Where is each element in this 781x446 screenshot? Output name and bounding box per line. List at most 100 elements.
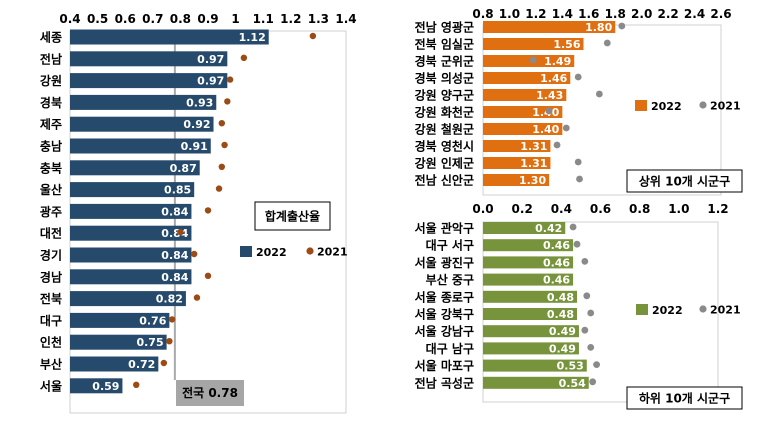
dot-2021	[574, 158, 582, 166]
x-tick-label: 0.6	[115, 12, 136, 26]
bar-2022	[483, 325, 579, 338]
category-label: 경북 군위군	[415, 55, 474, 69]
bar-2022	[70, 116, 214, 132]
bar-value-label: 1.80	[585, 21, 612, 34]
category-label: 서울 광진구	[415, 255, 474, 270]
x-tick-label: 0.8	[472, 7, 493, 21]
dot-2021	[593, 361, 600, 368]
x-tick-label: 1.0	[668, 202, 689, 216]
category-label: 강원	[40, 74, 62, 88]
legend-marker-2021	[699, 101, 707, 109]
bar-2022	[483, 273, 574, 286]
dot-2021	[191, 250, 198, 258]
bar-2022	[483, 89, 567, 101]
annotation-box	[626, 386, 743, 410]
bar-value-label: 1.43	[536, 89, 563, 102]
dot-2021	[160, 359, 168, 367]
x-tick-label: 0.7	[142, 12, 163, 26]
bar-2022	[483, 342, 579, 355]
dot-2021	[221, 141, 228, 149]
x-tick-label: 2.0	[631, 7, 652, 21]
category-label: 인천	[40, 335, 62, 350]
bar-value-label: 0.72	[128, 358, 155, 371]
legend-label-2022: 2022	[256, 246, 287, 259]
bar-value-label: 0.48	[547, 308, 574, 321]
dot-2021	[309, 32, 317, 40]
chart-top10-districts: 0.8 1.0 1.2 1.4 1.6 1.8 2.0 2.2 2.4 2.6 전남 영광군 1.80…	[415, 7, 743, 196]
dot-2021	[583, 292, 591, 300]
dot-2021	[618, 22, 626, 30]
bar-2022	[483, 72, 571, 84]
bar-value-label: 0.49	[549, 325, 576, 338]
x-tick-label: 0.9	[197, 12, 218, 26]
x-tick-label: 2.2	[657, 7, 678, 21]
x-tick-label: 0.4	[551, 202, 572, 216]
dot-2021	[133, 381, 140, 388]
bar-value-label: 1.30	[519, 174, 546, 187]
x-tick-label: 0.8	[629, 202, 650, 216]
bar-value-label: 0.85	[164, 184, 191, 197]
category-label: 전북 임실군	[415, 37, 474, 52]
bar-value-label: 0.84	[161, 227, 188, 240]
bar-2022	[483, 140, 551, 152]
dot-2021	[573, 240, 581, 248]
bar-2022	[70, 203, 192, 219]
category-label: 서울 종로구	[415, 289, 474, 304]
bar-2022	[483, 222, 566, 234]
bar-value-label: 1.46	[540, 72, 567, 85]
bar-2022	[70, 247, 192, 263]
category-label: 제주	[40, 118, 62, 132]
category-label: 경북	[40, 96, 62, 110]
dot-2021	[545, 107, 553, 115]
bar-2022	[70, 378, 123, 394]
bar-2022	[483, 106, 563, 118]
bar-value-label: 0.75	[136, 336, 163, 349]
bar-2022	[70, 312, 170, 328]
x-tick-label: 1.2	[525, 7, 546, 21]
category-label: 경남	[40, 269, 62, 284]
x-tick-label: 1.6	[578, 7, 599, 21]
legend-swatch-2022	[636, 304, 648, 315]
bar-value-label: 0.46	[543, 256, 570, 269]
bar-2022	[483, 359, 587, 372]
dot-2021	[168, 316, 176, 323]
dot-2021	[576, 175, 583, 183]
legend-swatch-2022	[240, 246, 252, 257]
x-tick-label: 2.4	[684, 7, 705, 21]
bar-2022	[70, 73, 228, 89]
x-tick-label: 0.5	[87, 12, 108, 26]
x-tick-label: 1.4	[335, 12, 356, 26]
bar-2022	[483, 308, 577, 320]
bar-2022	[483, 38, 584, 50]
bar-value-label: 1.40	[532, 106, 559, 119]
legend-label-2021: 2021	[710, 304, 741, 317]
category-label: 경기	[40, 248, 62, 263]
legend-label-2022: 2022	[651, 100, 682, 113]
bar-2022	[70, 334, 167, 350]
dot-2021	[215, 185, 223, 192]
bar-2022	[70, 291, 186, 307]
category-label: 대구 남구	[426, 341, 474, 356]
x-tick-label: 1.2	[280, 12, 301, 26]
legend-label-2021: 2021	[710, 100, 741, 113]
legend-marker-2021	[306, 247, 314, 255]
category-label: 부산	[40, 357, 62, 372]
dot-2021	[193, 294, 201, 301]
category-label: 서울 강북구	[415, 307, 474, 322]
category-label: 대전	[40, 226, 62, 241]
category-label: 부산 중구	[426, 272, 474, 287]
bar-value-label: 0.59	[92, 380, 119, 393]
dot-2021	[569, 223, 577, 231]
category-label: 서울 강남구	[415, 324, 474, 339]
bar-value-label: 0.84	[161, 271, 188, 284]
category-label: 강원 화천군	[415, 105, 474, 120]
bar-2022	[483, 55, 575, 67]
x-tick-label: 0.4	[59, 12, 80, 26]
x-tick-label: 1.2	[707, 202, 728, 216]
category-label: 서울	[40, 378, 62, 393]
dot-2021	[587, 344, 595, 351]
bar-2022	[70, 29, 269, 45]
dot-2021	[240, 54, 248, 61]
bar-value-label: 0.91	[181, 140, 208, 153]
